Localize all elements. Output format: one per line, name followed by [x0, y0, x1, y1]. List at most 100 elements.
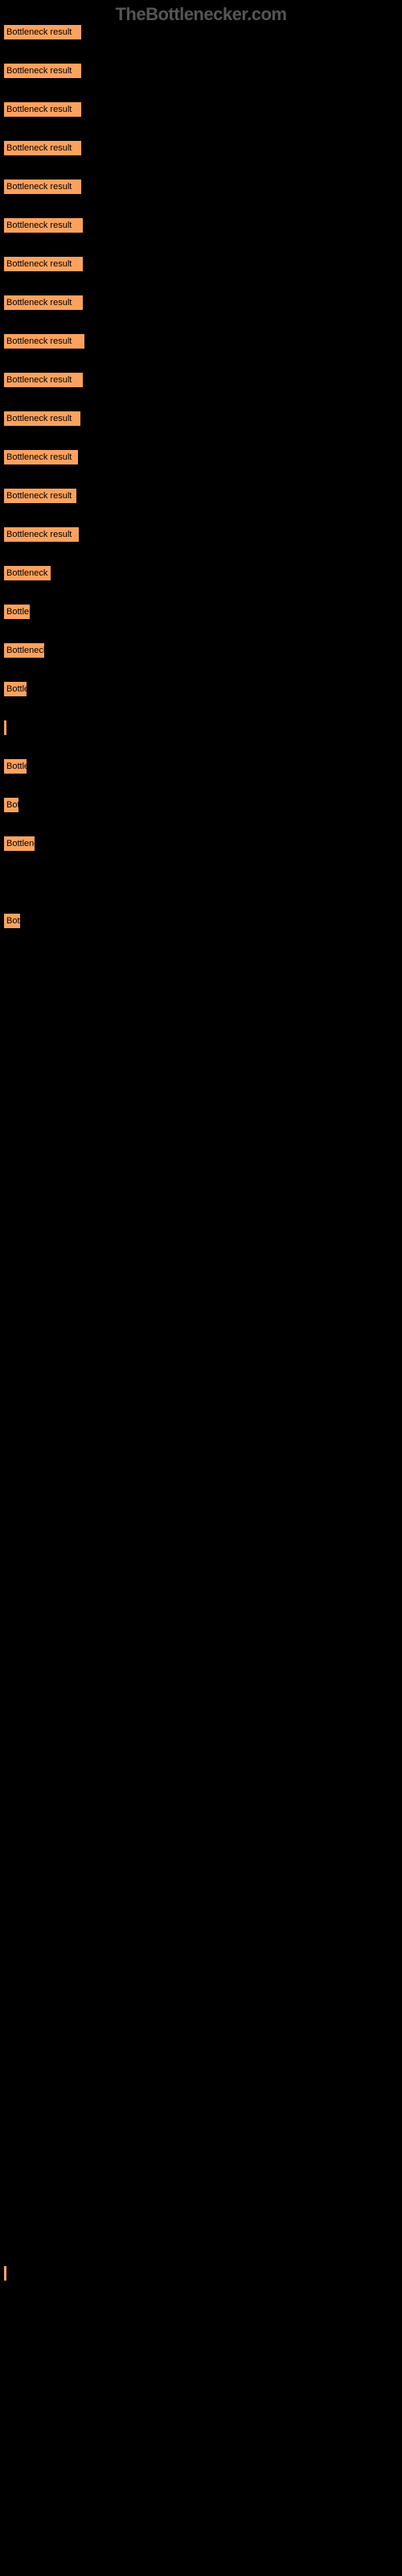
bar-row	[3, 2497, 402, 2513]
bar-label: Bottleneck result	[6, 491, 72, 501]
bar-chart: Bottleneck result Bottleneck result Bottle…	[0, 0, 402, 2513]
bar-row	[3, 1879, 402, 1895]
bar-row: Bottleneck result	[3, 720, 402, 736]
bar: Bottleneck result	[3, 488, 77, 504]
bar-row	[3, 1647, 402, 1663]
bar-row: Bottleneck result	[3, 642, 402, 658]
bar-row: Bottleneck result	[3, 24, 402, 40]
bar-label: Bottleneck result	[6, 762, 27, 771]
bar: Bottleneck result	[3, 720, 7, 736]
bar-row: Bottleneck result	[3, 140, 402, 156]
bar-label: Bottleneck result	[6, 723, 7, 733]
bar-row	[3, 1686, 402, 1702]
bar-label: Bottleneck result	[6, 259, 72, 269]
bar: Bottleneck result	[3, 449, 79, 465]
bar-row	[3, 2304, 402, 2320]
bar-row	[3, 1608, 402, 1624]
bar: Bottleneck result	[3, 333, 85, 349]
bar-label: Bottleneck result	[6, 800, 19, 810]
bar-row: Bottleneck result	[3, 681, 402, 697]
bar-row	[3, 1029, 402, 1045]
bar-row	[3, 1106, 402, 1122]
bar-row	[3, 952, 402, 968]
bar-label: Bottleneck result	[6, 66, 72, 76]
bar-label: Bottleneck result	[6, 414, 72, 423]
bar-row	[3, 2072, 402, 2088]
bar-row: Bottleneck result	[3, 295, 402, 311]
bar: Bottleneck result	[3, 372, 84, 388]
bar: Bottleneck result	[3, 217, 84, 233]
bar-row	[3, 1570, 402, 1586]
bar-row: Bottleneck result	[3, 217, 402, 233]
bar-row	[3, 1531, 402, 1547]
bar: Bottleneck result	[3, 681, 27, 697]
bar-row	[3, 1454, 402, 1470]
bar-row	[3, 1261, 402, 1277]
bar-row: Bottleneck result	[3, 604, 402, 620]
bar: Bottleneck result	[3, 256, 84, 272]
bar-row	[3, 1763, 402, 1779]
bar-row	[3, 2227, 402, 2243]
bar-row: Bottleneck result	[3, 449, 402, 465]
bar-row	[3, 1415, 402, 1431]
bar-row: Bottleneck result	[3, 411, 402, 427]
bar-label: Bottleneck result	[6, 839, 35, 848]
bar-row	[3, 1183, 402, 1199]
bar-row	[3, 1995, 402, 2011]
bar: Bottleneck result	[3, 140, 82, 156]
bar-label: Bottleneck result	[6, 684, 27, 694]
bar-row	[3, 990, 402, 1006]
bar: Bottleneck result	[3, 526, 80, 543]
bar-row	[3, 1724, 402, 1740]
bar-row: Bottleneck result	[3, 256, 402, 272]
bar: Bottleneck result	[3, 758, 27, 774]
bar-row	[3, 1802, 402, 1818]
bar-row: Bottleneck result	[3, 63, 402, 79]
bar-row	[3, 2420, 402, 2436]
bar: Bottleneck result	[3, 179, 82, 195]
bar-row: Bottleneck result	[3, 333, 402, 349]
bar-label: Bottleneck result	[6, 221, 72, 230]
bar: Bottleneck result	[3, 63, 82, 79]
bar-row	[3, 2381, 402, 2397]
bar-row: Bottleneck result	[3, 565, 402, 581]
bar: Bottleneck result	[3, 604, 31, 620]
bar-row	[3, 874, 402, 890]
bar: Bottleneck result	[3, 642, 45, 658]
bar-label: Bottleneck result	[6, 2268, 7, 2278]
bar-row: Bottleneck result	[3, 101, 402, 118]
bar-row: Bottleneck result	[3, 2265, 402, 2281]
bar: Bottleneck result	[3, 797, 19, 813]
bar-row	[3, 1377, 402, 1393]
bar-row	[3, 2033, 402, 2050]
bar-row: Bottleneck result	[3, 797, 402, 813]
bar-row	[3, 1299, 402, 1315]
bar-row: Bottleneck result	[3, 913, 402, 929]
bar: Bottleneck result	[3, 913, 21, 929]
bar-row: Bottleneck result	[3, 526, 402, 543]
bar-row	[3, 1956, 402, 1972]
bar-row	[3, 2111, 402, 2127]
bar-row: Bottleneck result	[3, 372, 402, 388]
bar-row	[3, 2343, 402, 2359]
bar-row: Bottleneck result	[3, 836, 402, 852]
bar-row: Bottleneck result	[3, 488, 402, 504]
bar-row: Bottleneck result	[3, 758, 402, 774]
bar-label: Bottleneck result	[6, 336, 72, 346]
bar-label: Bottleneck result	[6, 568, 51, 578]
bar-row	[3, 1067, 402, 1084]
bar: Bottleneck result	[3, 24, 82, 40]
watermark-text: TheBottlenecker.com	[0, 4, 402, 25]
bar-row	[3, 2149, 402, 2165]
bar-row	[3, 1840, 402, 1856]
bar-row	[3, 1492, 402, 1509]
bar-row	[3, 1338, 402, 1354]
bar: Bottleneck result	[3, 101, 82, 118]
bar: Bottleneck result	[3, 411, 81, 427]
bar: Bottleneck result	[3, 295, 84, 311]
bar-label: Bottleneck result	[6, 182, 72, 192]
bar-row	[3, 1145, 402, 1161]
bar-label: Bottleneck result	[6, 143, 72, 153]
bar-label: Bottleneck result	[6, 375, 72, 385]
bar-label: Bottleneck result	[6, 646, 45, 655]
